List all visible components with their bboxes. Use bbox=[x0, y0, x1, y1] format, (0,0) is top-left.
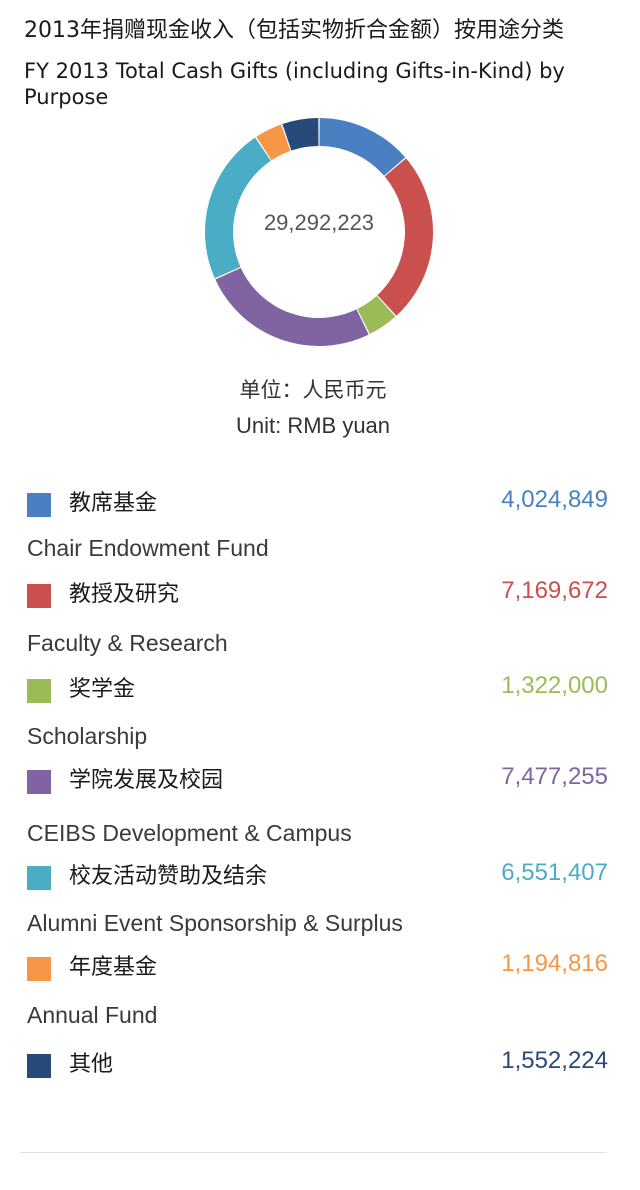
donut-slice bbox=[205, 137, 271, 279]
legend-label-zh: 年度基金 bbox=[69, 955, 158, 980]
legend-swatch bbox=[27, 584, 51, 608]
legend-item: 学院发展及校园 7,477,255 bbox=[27, 763, 612, 796]
legend-swatch bbox=[27, 866, 51, 890]
slice-value: 7,169,672 bbox=[501, 577, 608, 604]
chart-subtitle: FY 2013 Total Cash Gifts (including Gift… bbox=[24, 59, 565, 109]
slice-value: 4,024,849 bbox=[501, 486, 608, 513]
legend-item: 奖学金 1,322,000 bbox=[27, 672, 612, 705]
legend-swatch bbox=[27, 770, 51, 794]
slice-value: 1,552,224 bbox=[501, 1047, 608, 1074]
legend-swatch bbox=[27, 493, 51, 517]
total-value: 29,292,223 bbox=[263, 210, 375, 235]
chart-title: 2013年捐赠现金收入（包括实物折合金额）按用途分类 bbox=[24, 18, 564, 43]
donut-slice bbox=[215, 267, 369, 346]
legend-label-en: Scholarship bbox=[27, 723, 148, 749]
donut-slice bbox=[357, 295, 396, 335]
unit-label-zh: 单位：人民币元 bbox=[239, 378, 387, 402]
slice-value: 1,322,000 bbox=[501, 672, 608, 699]
legend-label-zh: 学院发展及校园 bbox=[69, 768, 224, 793]
legend-item: 教席基金 4,024,849 bbox=[27, 486, 612, 519]
legend-item: 其他 1,552,224 bbox=[27, 1047, 612, 1080]
slice-value: 7,477,255 bbox=[501, 763, 608, 790]
legend-label-zh: 校友活动赞助及结余 bbox=[69, 864, 268, 889]
donut-slice bbox=[319, 118, 406, 176]
legend-swatch bbox=[27, 1054, 51, 1078]
legend-item: 教授及研究 7,169,672 bbox=[27, 577, 612, 610]
legend-label-zh: 奖学金 bbox=[69, 677, 136, 702]
legend-swatch bbox=[27, 679, 51, 703]
unit-label-en: Unit: RMB yuan bbox=[235, 413, 391, 438]
legend-label-en: Alumni Event Sponsorship & Surplus bbox=[27, 910, 403, 936]
donut-slice bbox=[377, 158, 433, 316]
legend-swatch bbox=[27, 957, 51, 981]
legend-label-en: Chair Endowment Fund bbox=[27, 535, 269, 561]
legend-label-zh: 教席基金 bbox=[69, 491, 158, 516]
legend-item: 年度基金 1,194,816 bbox=[27, 950, 612, 983]
slice-value: 6,551,407 bbox=[501, 859, 608, 886]
legend-label-en: Faculty & Research bbox=[27, 630, 228, 656]
donut-slice bbox=[282, 118, 319, 151]
donut-chart bbox=[205, 118, 433, 346]
slice-value: 1,194,816 bbox=[501, 950, 608, 977]
legend-label-en: Annual Fund bbox=[27, 1002, 158, 1028]
legend-label-en: CEIBS Development & Campus bbox=[27, 820, 352, 846]
legend-item: 校友活动赞助及结余 6,551,407 bbox=[27, 859, 612, 892]
divider bbox=[20, 1152, 606, 1153]
legend-label-zh: 其他 bbox=[69, 1052, 114, 1077]
legend-label-zh: 教授及研究 bbox=[69, 582, 180, 607]
donut-slice bbox=[256, 124, 291, 161]
